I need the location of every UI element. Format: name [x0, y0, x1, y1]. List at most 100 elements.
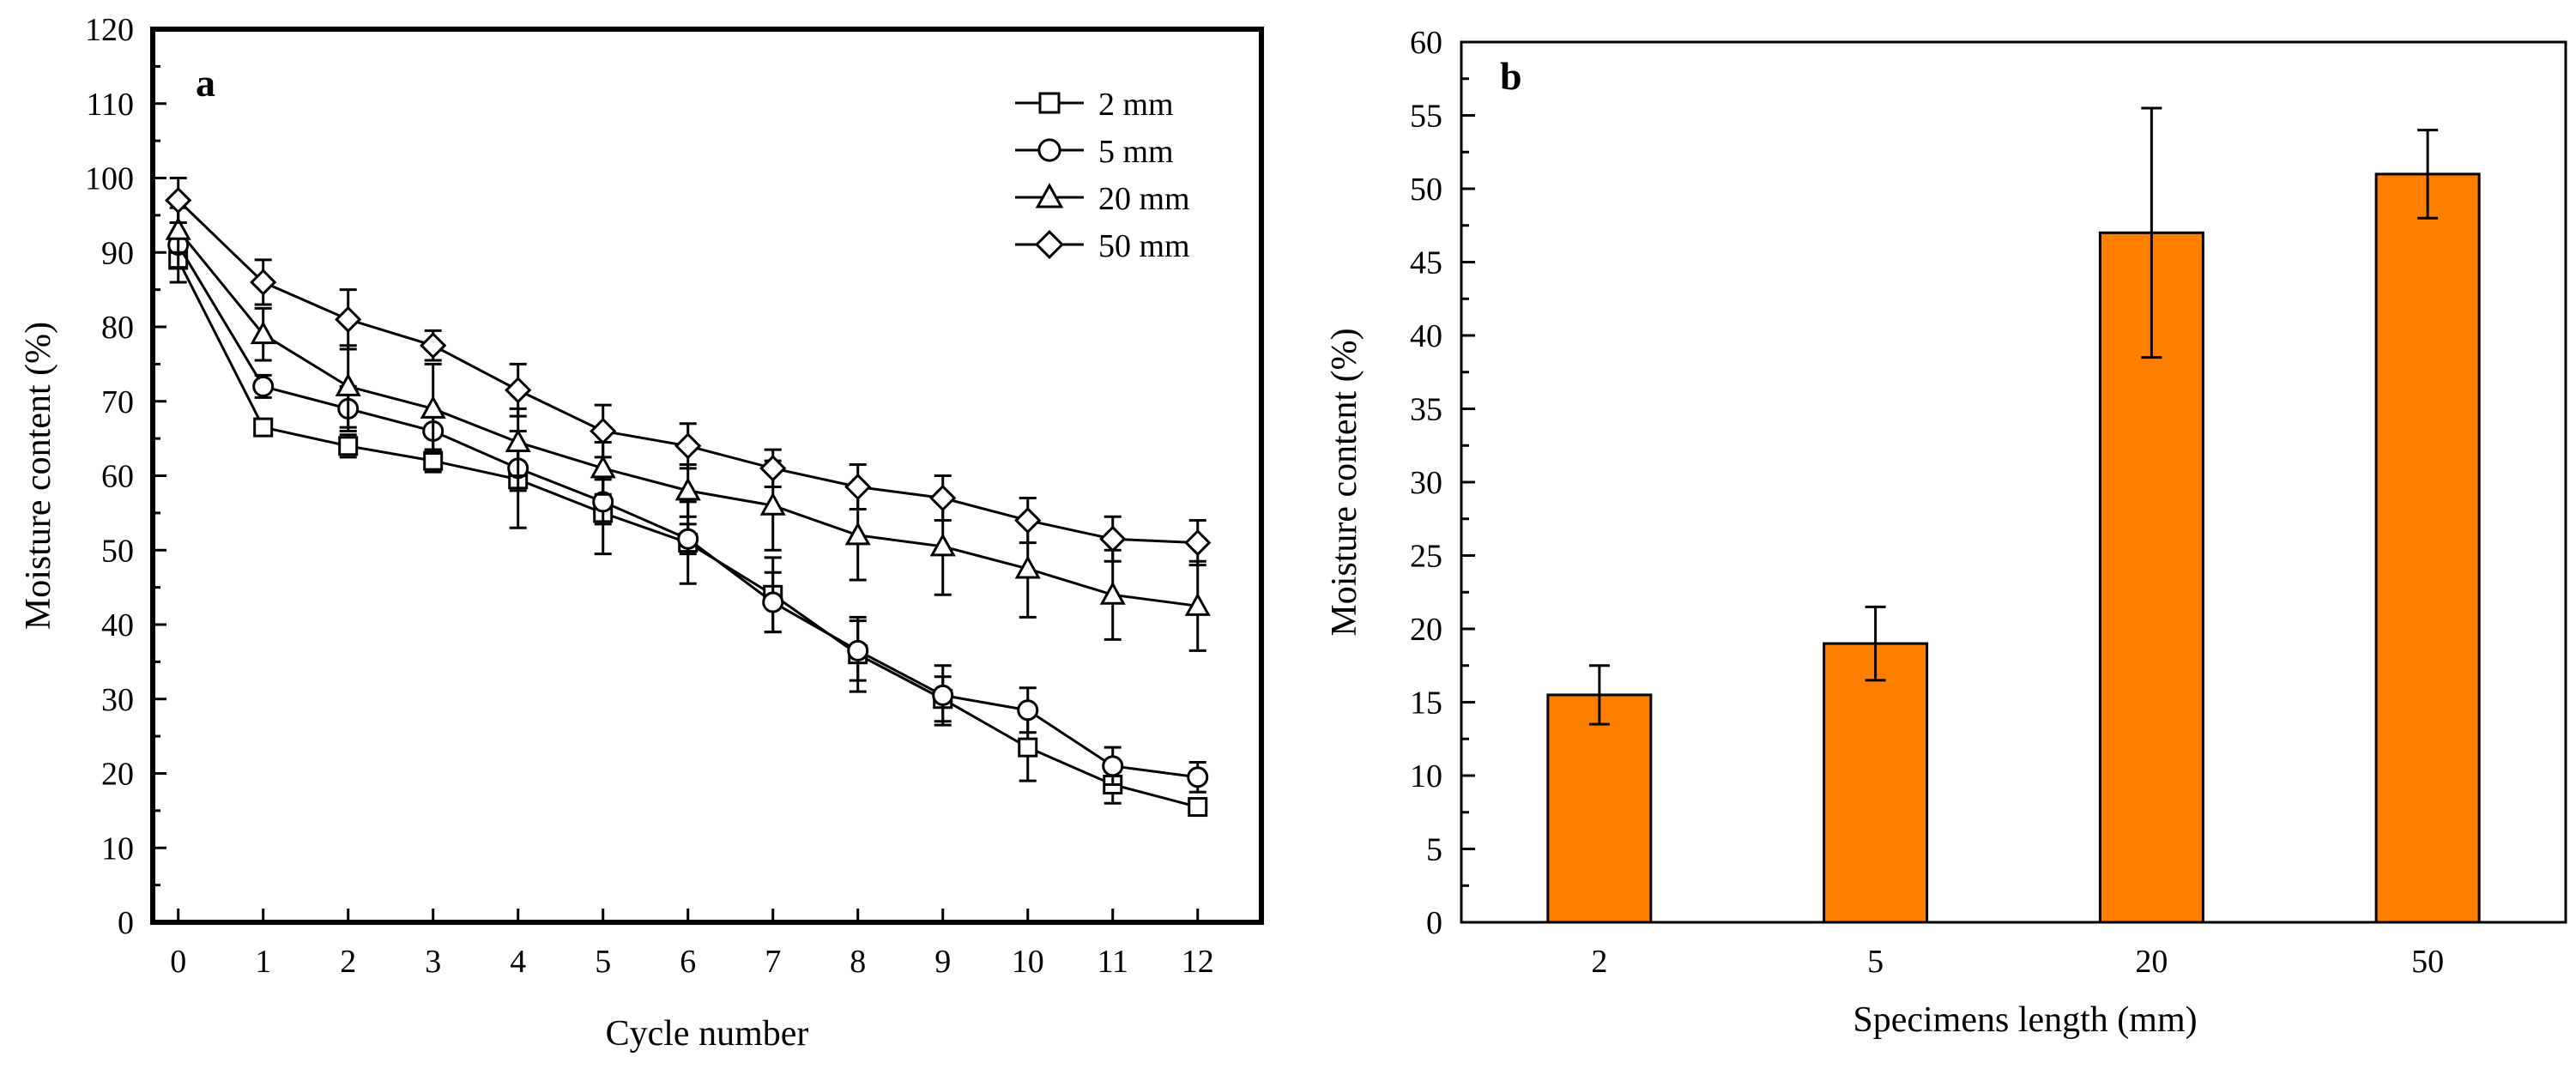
x-tick-label: 1: [255, 944, 271, 980]
data-point: [590, 417, 617, 445]
y-tick-label: 10: [101, 830, 134, 867]
data-point: [674, 432, 702, 460]
y-tick-label: 0: [1426, 905, 1442, 941]
panel-label-b: b: [1500, 54, 1522, 98]
y-tick-label: 0: [118, 905, 134, 941]
data-point: [253, 417, 274, 438]
x-tick-label: 4: [510, 944, 526, 980]
y-tick-label: 100: [85, 161, 134, 197]
y-tick-label: 70: [101, 384, 134, 420]
y-tick-label: 60: [101, 459, 134, 495]
data-point: [338, 436, 359, 456]
data-point: [674, 477, 701, 501]
data-point: [1017, 699, 1039, 722]
data-point: [505, 377, 532, 404]
data-point: [1188, 797, 1208, 818]
y-tick-label: 120: [85, 12, 134, 48]
data-point: [165, 186, 192, 214]
y-tick-label: 30: [101, 682, 134, 718]
x-tick-label: 0: [170, 944, 186, 980]
x-tick-label: 2: [1591, 944, 1607, 980]
data-point: [932, 684, 954, 706]
panel-label-a: a: [196, 61, 215, 105]
y-tick-label: 80: [101, 310, 134, 346]
bar-5: [1823, 642, 1929, 924]
x-tick-label: 3: [425, 944, 441, 980]
data-point: [250, 269, 277, 296]
data-point: [420, 395, 446, 419]
legend-label: 2 mm: [1098, 87, 1174, 123]
data-point: [1014, 506, 1042, 534]
y-tick-label: 55: [1410, 99, 1442, 135]
y-tick-label: 25: [1410, 539, 1442, 575]
data-point: [165, 216, 191, 240]
data-point: [1018, 737, 1038, 758]
x-tick-label: 50: [2411, 944, 2444, 980]
data-point: [590, 455, 616, 479]
data-point: [1187, 766, 1209, 788]
series-50-mm: [165, 177, 1212, 567]
x-axis-title: Cycle number: [606, 1014, 809, 1054]
y-tick-label: 45: [1410, 245, 1442, 281]
legend: 2 mm 5 mm 20 mm 50 mm: [1015, 87, 1190, 264]
plot-frame: [150, 27, 1264, 925]
data-point: [929, 533, 956, 557]
data-point: [1102, 755, 1124, 777]
series-20-mm: [165, 206, 1211, 652]
data-point: [762, 591, 784, 613]
y-tick-label: 20: [1410, 612, 1442, 648]
x-tick-label: 11: [1097, 944, 1128, 980]
y-tick-label: 5: [1426, 832, 1442, 868]
y-axis-title: Moisture content (%): [1325, 328, 1364, 636]
y-tick-label: 110: [86, 87, 134, 123]
x-tick-label: 9: [934, 944, 951, 980]
data-point: [759, 492, 786, 516]
legend-marker: [1035, 183, 1064, 208]
x-tick-label: 8: [850, 944, 866, 980]
data-point: [505, 428, 531, 452]
x-tick-label: 6: [680, 944, 696, 980]
legend-marker: [1035, 230, 1064, 259]
y-axis-title: Moisture content (%): [19, 322, 58, 630]
y-tick-label: 10: [1410, 758, 1442, 794]
data-point: [929, 484, 957, 512]
y-tick-label: 60: [1410, 25, 1442, 61]
data-point: [335, 305, 362, 333]
data-point: [1099, 525, 1127, 553]
y-tick-label: 40: [1410, 318, 1442, 354]
y-tick-label: 30: [1410, 465, 1442, 501]
legend-label: 5 mm: [1098, 134, 1174, 170]
data-point: [1184, 528, 1212, 557]
x-tick-label: 2: [340, 944, 356, 980]
x-tick-label: 7: [765, 944, 781, 980]
legend-label: 20 mm: [1098, 181, 1190, 217]
data-point: [844, 473, 872, 501]
data-point: [1099, 581, 1126, 605]
y-tick-label: 90: [101, 235, 134, 271]
x-tick-label: 5: [595, 944, 611, 980]
data-point: [677, 528, 699, 550]
bar-50: [2374, 172, 2481, 924]
data-point: [250, 321, 276, 345]
y-tick-label: 20: [101, 757, 134, 793]
legend-marker: [1037, 138, 1061, 162]
bar-2: [1546, 693, 1653, 924]
x-axis-title: Specimens length (mm): [1853, 1000, 2197, 1040]
data-point: [759, 455, 787, 482]
legend-label: 50 mm: [1098, 228, 1190, 264]
data-point: [420, 332, 447, 359]
x-tick-label: 5: [1867, 944, 1884, 980]
x-tick-label: 10: [1012, 944, 1044, 980]
data-point: [335, 372, 361, 396]
data-point: [847, 639, 869, 661]
data-point: [1014, 555, 1041, 579]
x-tick-label: 12: [1182, 944, 1214, 980]
data-point: [252, 375, 275, 397]
x-tick-label: 20: [2135, 944, 2168, 980]
y-tick-label: 40: [101, 607, 134, 643]
y-tick-label: 50: [1410, 172, 1442, 208]
